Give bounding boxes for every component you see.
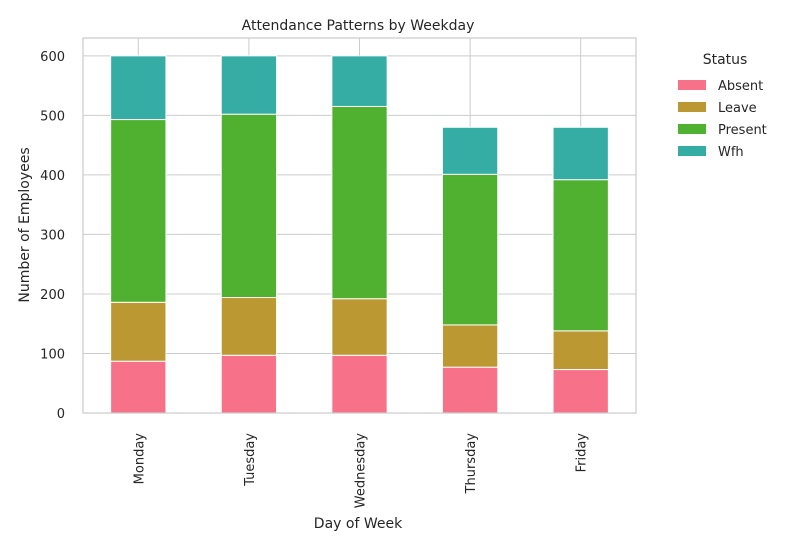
x-tick-label: Thursday [464, 433, 479, 495]
bars [110, 55, 609, 414]
bar-present-monday [110, 119, 167, 303]
legend-items: Absent Leave Present Wfh [678, 79, 767, 160]
bar-present-thursday [441, 173, 499, 326]
bar-present-friday [552, 179, 609, 332]
x-tick-label: Tuesday [243, 433, 258, 487]
legend-swatch-wfh [678, 146, 706, 156]
bar-leave-monday [110, 301, 167, 362]
bar-absent-monday [110, 360, 167, 414]
legend-swatch-absent [678, 80, 706, 90]
bar-wfh-monday [110, 55, 167, 121]
y-tick-label: 400 [40, 169, 65, 184]
x-tick-label: Monday [132, 433, 147, 485]
bar-absent-wednesday [331, 354, 388, 414]
legend: Status Absent Leave Present Wfh [678, 52, 767, 160]
bar-wfh-friday [552, 126, 609, 181]
legend-label-present: Present [718, 123, 767, 138]
x-axis-label: Day of Week [314, 516, 403, 532]
legend-swatch-leave [678, 102, 706, 112]
bar-leave-tuesday [220, 297, 278, 356]
y-tick-label: 500 [40, 109, 65, 124]
bar-leave-wednesday [331, 298, 388, 356]
x-tick-label: Friday [575, 433, 590, 473]
legend-label-absent: Absent [718, 79, 763, 94]
y-tick-label: 600 [40, 50, 65, 65]
bar-absent-friday [552, 369, 609, 414]
chart-title: Attendance Patterns by Weekday [242, 18, 475, 34]
y-axis-label: Number of Employees [17, 147, 33, 302]
bar-wfh-thursday [441, 126, 499, 175]
bar-present-tuesday [220, 113, 278, 299]
bar-leave-friday [552, 330, 609, 371]
y-tick-labels: 0 100 200 300 400 500 600 [40, 50, 65, 422]
plot-frame [82, 37, 637, 414]
y-tick-label: 0 [57, 407, 65, 422]
x-tick-label: Wednesday [354, 433, 369, 509]
bar-wfh-wednesday [331, 55, 388, 107]
legend-label-leave: Leave [718, 101, 757, 116]
bar-absent-tuesday [220, 354, 278, 414]
legend-swatch-present [678, 124, 706, 134]
legend-title: Status [703, 52, 748, 68]
bar-wfh-tuesday [220, 55, 278, 115]
x-tick-labels: Monday Tuesday Wednesday Thursday Friday [132, 433, 589, 509]
bar-leave-thursday [441, 324, 499, 368]
bar-absent-thursday [441, 366, 499, 414]
y-tick-label: 200 [40, 288, 65, 303]
bar-present-wednesday [331, 105, 388, 300]
legend-label-wfh: Wfh [718, 145, 744, 160]
y-tick-label: 300 [40, 228, 65, 243]
y-tick-label: 100 [40, 347, 65, 362]
